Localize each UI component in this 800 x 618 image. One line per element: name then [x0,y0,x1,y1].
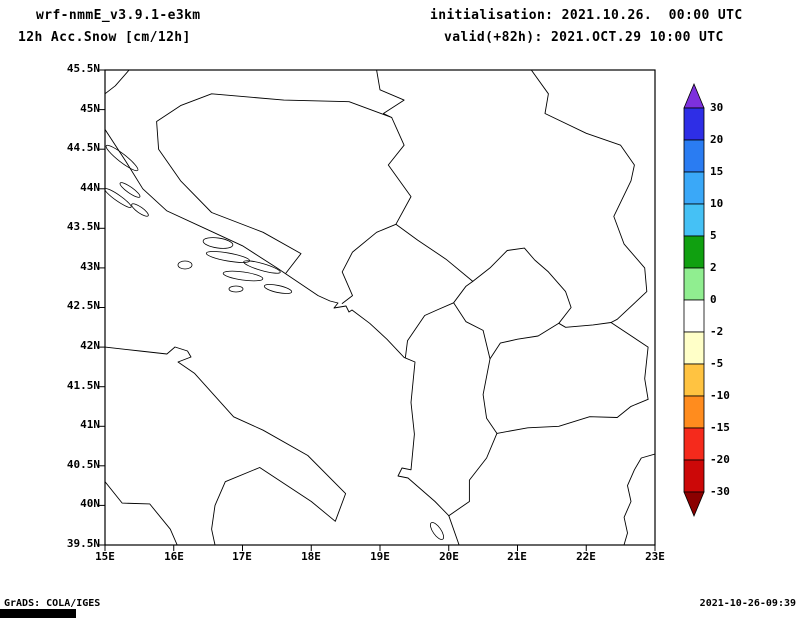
lon-tick-label: 20E [439,550,459,563]
lat-tick-label: 42.5N [66,299,100,312]
colorbar-label: -15 [710,421,730,434]
colorbar-segment [683,171,705,205]
grads-credit: GrADS: COLA/IGES [4,598,101,609]
field-title: 12h Acc.Snow [cm/12h] [18,30,191,45]
island-kornati [131,203,149,217]
border-albania-greece [448,432,498,517]
lat-tick-label: 43N [80,260,100,273]
coastline-east-adriatic [105,128,460,545]
island-lastovo [228,285,244,293]
border-macedonia-bulgaria [610,322,649,400]
lon-tick-label: 21E [507,550,527,563]
island-peljesac [243,260,281,274]
lat-tick-label: 40N [80,497,100,510]
coastline-italy-adriatic [105,346,347,545]
lon-tick-label: 22E [576,550,596,563]
bottom-left-black-bar [0,609,76,618]
lat-tick-marks [99,69,105,546]
lon-tick-label: 18E [301,550,321,563]
lat-tick-label: 45N [80,102,100,115]
lat-tick-label: 41N [80,418,100,431]
geography-layer [105,70,655,545]
coastline-greece-aegean [623,453,655,545]
colorbar-segment [683,267,705,301]
map-frame [104,69,656,546]
colorbar-segment [683,363,705,397]
lat-tick-label: 42N [80,339,100,352]
colorbar-segment [683,459,705,493]
colorbar-label: 30 [710,101,724,114]
island-vis [177,260,193,270]
lat-tick-label: 43.5N [66,220,100,233]
island-korcula [222,270,264,282]
island-corfu [429,522,445,540]
border-serbia-macedonia [558,322,612,328]
lon-tick-marks [104,545,656,551]
colorbar-label: -10 [710,389,730,402]
colorbar-segment [683,203,705,237]
colorbar-label: -2 [710,325,724,338]
valid-time-label: valid(+82h): 2021.OCT.29 10:00 UTC [444,30,724,45]
colorbar-label: -20 [710,453,730,466]
colorbar-label: 15 [710,165,724,178]
lat-tick-label: 44N [80,181,100,194]
border-serbia-romania-bulgaria [530,70,648,323]
colorbar-segment [683,427,705,461]
colorbar-label: 2 [710,261,717,274]
lon-tick-label: 19E [370,550,390,563]
lat-tick-label: 40.5N [66,458,100,471]
island-dugi-otok [105,188,132,208]
init-time-label: initialisation: 2021.10.26. 00:00 UTC [430,8,743,23]
colorbar-segment [683,331,705,365]
colorbar [683,82,705,518]
island-pag [105,144,139,172]
colorbar-label: 0 [710,293,717,306]
colorbar-label: -5 [710,357,724,370]
border-slovenia-croatia [105,70,130,95]
colorbar-label: -30 [710,485,730,498]
border-macedonia-greece [496,398,649,434]
colorbar-segment [683,139,705,173]
island-mljet [263,284,293,294]
colorbar-label: 20 [710,133,724,146]
adriatic-islands [105,144,445,540]
border-montenegro-serbia [395,223,474,282]
colorbar-segment [683,107,705,141]
border-croatia-serbia [376,70,405,118]
colorbar-label: 10 [710,197,724,210]
border-kosovo [453,247,572,360]
colorbar-segment [683,235,705,269]
border-montenegro-albania [404,302,455,358]
lon-tick-label: 17E [232,550,252,563]
colorbar-triangle-bottom [683,491,705,518]
creation-timestamp: 2021-10-26-09:39 [699,598,796,609]
colorbar-segment [683,299,705,333]
lon-tick-label: 16E [164,550,184,563]
lat-tick-label: 44.5N [66,141,100,154]
colorbar-label: 5 [710,229,717,242]
lat-tick-label: 45.5N [66,62,100,75]
border-bosnia [156,93,412,304]
border-albania-macedonia [482,358,498,434]
lon-tick-label: 15E [95,550,115,563]
lat-tick-label: 41.5N [66,379,100,392]
lat-tick-label: 39.5N [66,537,100,550]
lon-tick-label: 23E [645,550,665,563]
colorbar-triangle-top [683,82,705,109]
island-brac [202,237,234,249]
model-title: wrf-nmmE_v3.9.1-e3km [36,8,201,23]
colorbar-segment [683,395,705,429]
island-ugljan [119,182,141,198]
coastline-italy-tyrrhenian [105,481,178,545]
